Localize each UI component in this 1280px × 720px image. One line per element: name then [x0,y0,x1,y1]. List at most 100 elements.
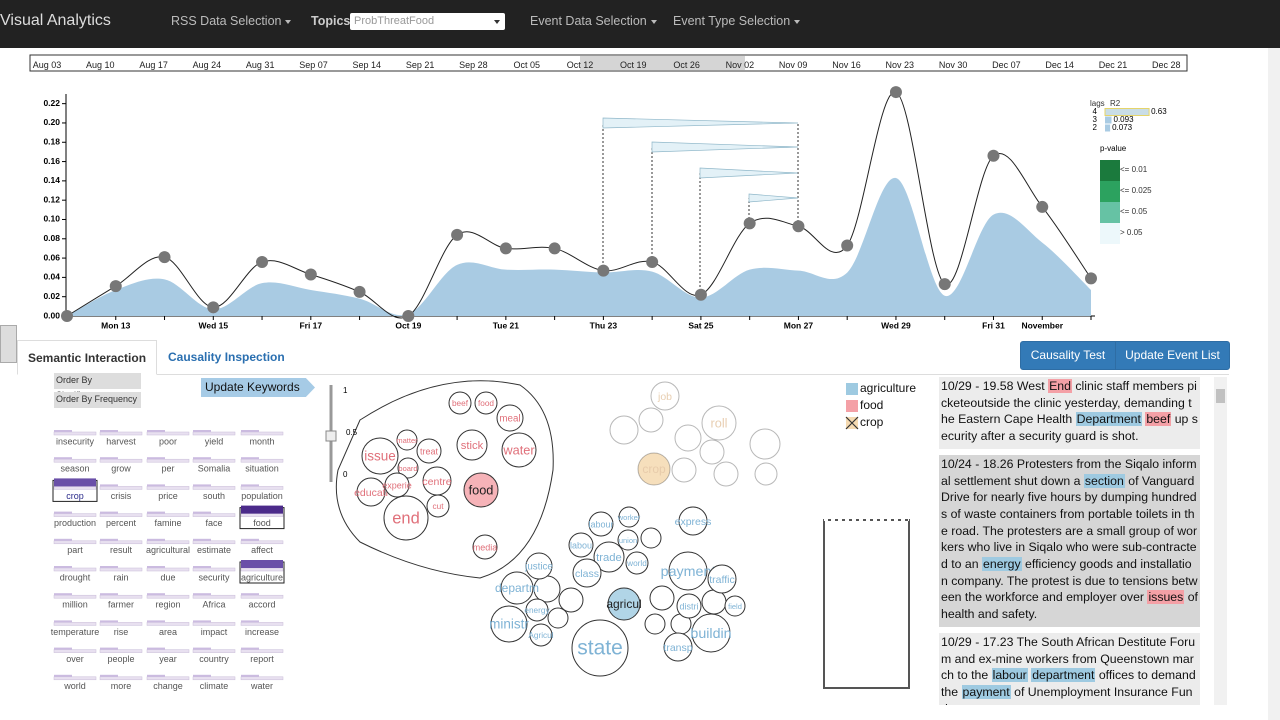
bubble-word[interactable]: trade [596,552,622,564]
keyword[interactable]: accord [248,600,275,610]
keyword[interactable]: million [62,600,88,610]
keyword[interactable]: food [253,518,271,528]
bubble-word[interactable]: worker [617,513,641,522]
keyword[interactable]: crisis [111,491,132,501]
bubble[interactable] [426,494,450,518]
timeline[interactable]: Aug 03 Aug 10 Aug 17 Aug 24 Aug 31 Sep 07 Sep … [0,48,1268,78]
bubble[interactable] [501,432,537,468]
point[interactable] [256,255,269,268]
bubble[interactable] [416,438,442,464]
bubble-word[interactable]: roll [710,415,727,430]
slider-handle[interactable] [325,430,337,442]
bubble-word[interactable]: issue [364,449,396,464]
menu[interactable]: Event Type Selection [673,14,800,28]
keyword[interactable]: part [67,545,83,555]
keyword[interactable]: change [153,681,183,691]
bubble-word[interactable]: buildin [690,626,731,642]
keyword[interactable]: south [203,491,225,501]
bubble[interactable] [676,593,702,619]
keyword[interactable]: due [160,572,175,582]
app-title[interactable]: Visual Analytics [0,12,111,29]
bubble-word[interactable]: payment [661,564,716,580]
bubble[interactable] [472,534,498,560]
point[interactable] [841,239,854,252]
keyword[interactable]: country [199,654,229,664]
bubble-word[interactable]: distri [679,601,698,611]
bubble[interactable] [356,477,386,507]
keyword[interactable]: impact [201,627,228,637]
keyword[interactable]: more [111,681,132,691]
page-scrollbar[interactable] [1268,0,1280,720]
drop-box[interactable] [823,519,910,689]
bubble[interactable] [397,457,419,479]
keyword[interactable]: security [198,572,230,582]
keyword[interactable]: world [63,681,86,691]
point[interactable] [109,280,122,293]
bubble-word[interactable]: educati [354,487,388,499]
bubble[interactable] [707,564,737,594]
keyword[interactable]: face [205,518,222,528]
keyword[interactable]: grow [111,464,131,474]
bubble[interactable] [525,552,553,580]
bubble-word[interactable]: express [675,516,712,528]
point[interactable] [743,217,756,230]
point[interactable] [938,278,951,291]
update-keywords-button[interactable]: Update Keywords [201,378,315,397]
bubble[interactable] [448,391,472,415]
menu[interactable]: RSS Data Selection [171,14,291,28]
bubble-word[interactable]: end [392,509,420,527]
point[interactable] [597,264,610,277]
bubble-word[interactable]: field [728,602,742,611]
bubble[interactable] [384,472,410,498]
bubble-word[interactable]: traffic [709,574,734,586]
point[interactable] [158,251,171,264]
bubble[interactable] [474,391,498,415]
keyword[interactable]: increase [245,627,279,637]
bubble-word[interactable]: transp [663,642,692,654]
bubble[interactable] [668,551,708,591]
keyword[interactable]: price [158,491,178,501]
bubble-word[interactable]: centre [422,476,451,488]
bubble[interactable] [618,506,640,528]
bubble-word[interactable]: food [478,399,494,408]
bubble[interactable] [572,558,602,588]
bubble-word[interactable]: labou [570,540,592,550]
bubble[interactable] [607,587,641,621]
bubble-word[interactable]: experie [382,480,412,490]
keyword[interactable]: Africa [202,600,225,610]
order-button[interactable]: Order By Significance [54,373,141,400]
event-item[interactable]: 10/29 - 17.23 The South African Destitut… [939,632,1200,705]
keyword[interactable]: region [155,600,180,610]
point[interactable] [889,86,902,99]
tab[interactable]: Semantic Interaction [17,340,158,375]
event-scroll-thumb[interactable] [1216,389,1225,403]
bubble-word[interactable]: job [657,391,672,403]
keyword[interactable]: estimate [197,545,231,555]
keyword[interactable]: Somalia [198,464,231,474]
bubble[interactable] [529,623,553,647]
topics-select[interactable]: ProbThreatFood [350,13,505,30]
bubble[interactable] [691,613,731,653]
bubble-word[interactable]: justice [524,562,553,573]
point[interactable] [694,288,707,301]
bubble[interactable] [496,404,524,432]
bubble[interactable] [490,605,528,643]
point[interactable] [987,149,1000,162]
bubble-word[interactable]: class [575,568,599,580]
bubble[interactable] [571,619,629,677]
bubble[interactable] [383,495,429,541]
bubble-word[interactable]: energy [524,606,550,615]
bubble[interactable] [396,429,418,451]
legend-label[interactable]: crop [860,415,884,429]
side-toggle[interactable] [0,325,17,363]
bubble[interactable] [593,541,625,573]
keyword[interactable]: crop [66,491,84,501]
bubble[interactable] [625,551,649,575]
menu[interactable]: Event Data Selection [530,14,657,28]
bubble[interactable] [463,472,499,508]
keyword[interactable]: harvest [106,436,136,446]
keyword[interactable]: yield [205,436,224,446]
keyword[interactable]: season [60,464,89,474]
bubble[interactable] [637,452,671,486]
keyword[interactable]: temperature [51,627,100,637]
